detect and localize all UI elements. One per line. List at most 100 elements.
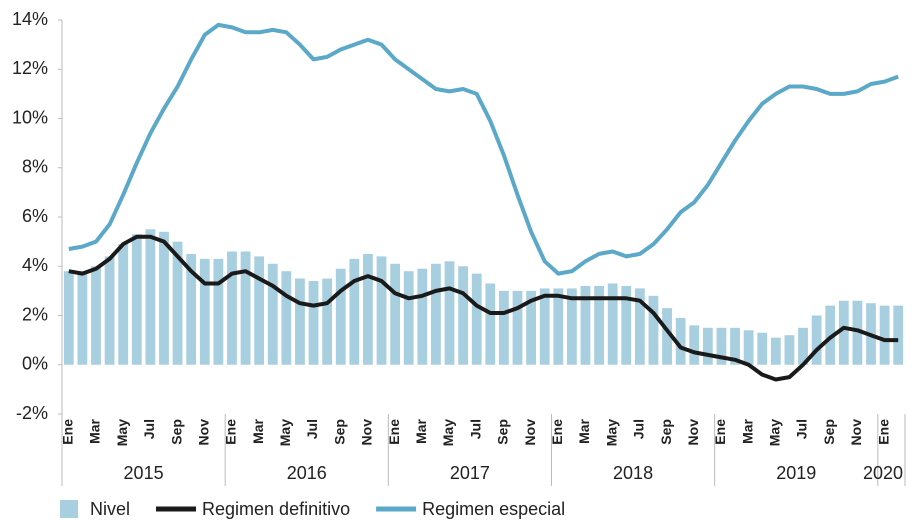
bar	[702, 327, 713, 365]
y-tick-label: 6%	[22, 206, 48, 226]
bar	[213, 258, 224, 365]
bar	[335, 268, 346, 365]
legend-label: Regimen definitivo	[202, 499, 350, 519]
bar	[512, 290, 523, 365]
bar	[553, 288, 564, 365]
bar	[471, 273, 482, 365]
bar	[159, 231, 169, 365]
y-tick-label: 8%	[22, 157, 48, 177]
x-tick-label: Ene	[60, 419, 76, 445]
x-tick-label: Mar	[250, 418, 266, 443]
bar	[186, 253, 197, 365]
y-tick-label: 4%	[22, 255, 48, 275]
bar	[485, 283, 496, 365]
x-tick-label: May	[603, 419, 619, 446]
x-tick-label: Jul	[304, 419, 320, 439]
x-tick-label: Nov	[359, 419, 375, 446]
x-tick-label: Nov	[195, 419, 211, 446]
bar	[838, 300, 849, 365]
x-tick-label: Jul	[141, 419, 157, 439]
year-label: 2018	[613, 463, 653, 483]
bar	[499, 290, 509, 365]
bar	[621, 285, 632, 365]
bar	[893, 305, 904, 365]
bar	[349, 258, 360, 365]
bar	[825, 305, 836, 365]
x-tick-label: Jul	[794, 419, 810, 439]
y-tick-label: 2%	[22, 304, 48, 324]
x-tick-label: Mar	[413, 418, 429, 443]
y-tick-label: 14%	[12, 9, 48, 29]
x-tick-label: Ene	[875, 419, 891, 445]
bar	[580, 285, 591, 365]
x-tick-label: Ene	[223, 419, 239, 445]
legend-label: Nivel	[90, 499, 130, 519]
year-label: 2019	[776, 463, 816, 483]
bar	[131, 234, 142, 365]
bar	[281, 271, 292, 365]
bar	[254, 256, 265, 365]
bar	[118, 244, 129, 365]
bar	[431, 263, 441, 365]
x-tick-label: Mar	[576, 418, 592, 443]
bar	[322, 278, 333, 365]
x-tick-label: Sep	[658, 419, 674, 445]
year-label: 2017	[450, 463, 490, 483]
bar	[716, 327, 727, 365]
x-tick-label: May	[277, 419, 293, 446]
bar	[784, 335, 795, 365]
bar	[566, 288, 577, 365]
bar	[91, 266, 101, 365]
bar	[770, 337, 781, 365]
y-tick-label: -2%	[16, 403, 48, 423]
x-tick-label: May	[767, 419, 783, 446]
x-tick-label: Ene	[386, 419, 402, 445]
x-tick-label: Ene	[549, 419, 565, 445]
legend-label: Regimen especial	[422, 499, 565, 519]
y-tick-label: 12%	[12, 58, 48, 78]
x-tick-label: Jul	[631, 419, 647, 439]
x-tick-label: Nov	[848, 419, 864, 446]
bar	[444, 261, 455, 365]
bar	[730, 327, 740, 365]
bar	[757, 332, 768, 365]
bar	[295, 278, 305, 365]
line	[68, 22, 899, 276]
bar	[199, 258, 210, 365]
x-tick-label: Ene	[712, 419, 728, 445]
year-label: 2015	[124, 463, 164, 483]
bar	[675, 317, 686, 365]
x-tick-label: May	[114, 419, 130, 446]
bar	[104, 256, 115, 365]
bar	[172, 241, 183, 365]
x-tick-label: Mar	[739, 418, 755, 443]
x-tick-label: Mar	[87, 418, 103, 443]
bar	[458, 266, 468, 365]
line	[68, 234, 899, 382]
bar	[526, 290, 536, 365]
bar	[240, 251, 251, 365]
bar	[376, 256, 387, 365]
bar	[308, 281, 319, 365]
x-tick-label: Sep	[821, 419, 837, 445]
bar	[539, 288, 550, 365]
bar	[77, 271, 88, 365]
bar	[363, 253, 373, 365]
bar	[227, 251, 237, 365]
x-tick-label: Sep	[168, 419, 184, 445]
x-tick-label: Nov	[685, 419, 701, 446]
y-tick-label: 0%	[22, 354, 48, 374]
y-tick-label: 10%	[12, 107, 48, 127]
year-label: 2016	[287, 463, 327, 483]
year-label: 2020	[863, 463, 903, 483]
bar	[390, 263, 401, 365]
bar	[403, 271, 414, 365]
x-tick-label: Sep	[495, 419, 511, 445]
x-tick-label: May	[440, 419, 456, 446]
bar	[607, 283, 618, 365]
bar	[267, 263, 278, 365]
x-tick-label: Jul	[467, 419, 483, 439]
bar	[63, 271, 74, 365]
bar	[811, 315, 822, 365]
